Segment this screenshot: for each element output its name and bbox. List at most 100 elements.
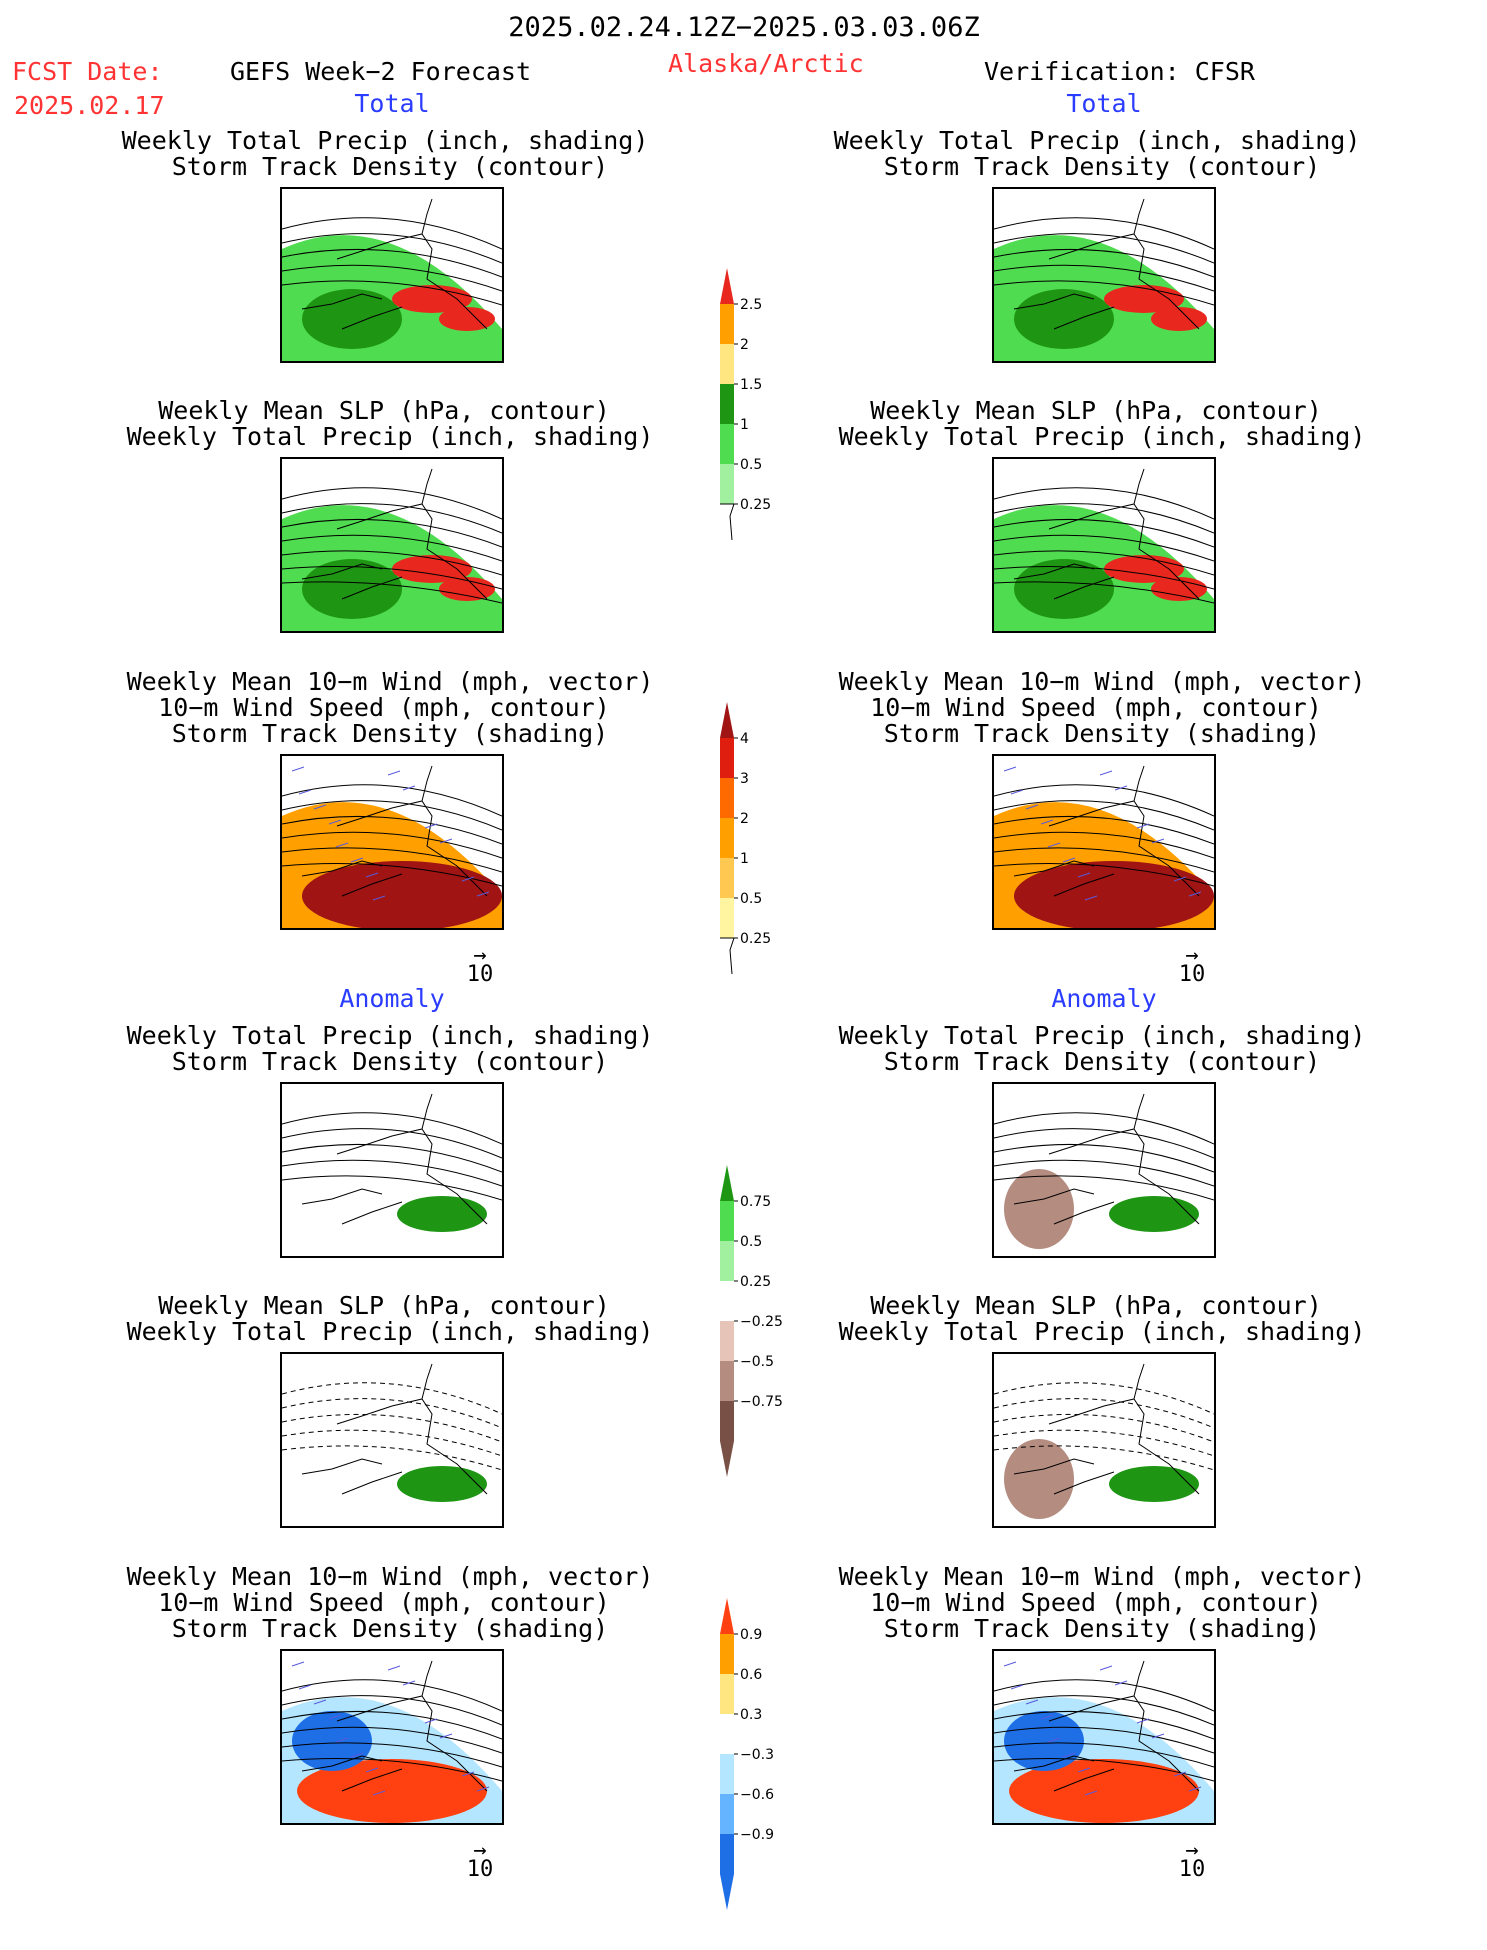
wind-vector [1062,1752,1076,1758]
map-precip-storm-total-right [992,187,1216,363]
colorbar-tick-label: −0.9 [740,1827,774,1843]
colorbar-tick-label: −0.6 [740,1787,774,1803]
contour-line [994,847,1214,873]
title-r6-right-c: Storm Track Density (shading) [883,1614,1321,1643]
colorbar-tick-label: 3 [740,771,749,787]
shading-region [397,1196,487,1232]
map-slp-precip-anom-left [280,1352,504,1528]
wind-vector [350,857,364,863]
shading-region [1004,1169,1074,1249]
contour-line [994,1711,1214,1740]
contour-line [282,1382,502,1415]
wind-vector [461,1771,475,1777]
colorbar-tick-label: 0.75 [740,1194,771,1210]
colorbar-tick-label: −0.3 [740,1747,774,1763]
contour-line [282,1398,502,1429]
colorbar-box [720,1714,734,1754]
colorbar-tip [720,937,735,975]
map-wind-storm-total-right [992,754,1216,930]
wind-vector [1077,1767,1091,1773]
coastline-outline [301,1093,488,1225]
wind-vector [291,1661,305,1667]
map-svg [282,468,502,631]
wind-vector [387,770,401,776]
contour-line [282,863,502,887]
title-r3-right-a: Weekly Mean 10−m Wind (mph, vector) [838,667,1366,696]
contour-line [994,581,1214,604]
map-slp-precip-total-left [280,457,504,633]
shading-region [1004,1711,1084,1771]
colorbar-tick-label: 1 [740,851,749,867]
fcst-label: FCST Date: [12,57,163,86]
vector-ref-label: 10 [466,1857,494,1882]
contour-line [282,487,502,520]
map-svg [282,1363,502,1502]
contour-line [994,1144,1214,1173]
title-r1-left-a: Weekly Total Precip (inch, shading) [121,126,649,155]
wind-vector [291,766,305,772]
title-r2-right-a: Weekly Mean SLP (hPa, contour) [870,396,1322,425]
title-r1-right-b: Storm Track Density (contour) [883,152,1321,181]
contour-line [994,519,1214,548]
contour-line [994,487,1214,520]
contour-line [994,1159,1214,1187]
contour-line [282,847,502,873]
colorbar-tick-label: 0.5 [740,891,762,907]
wind-vector [1114,785,1128,791]
colorbar-storm-anom: 0.9 0.6 0.3 −0.3 −0.6 −0.9 [720,1598,820,1950]
contour-line [282,1429,502,1457]
section-anomaly-left: Anomaly [339,984,445,1013]
colorbar-tick-label: 0.3 [740,1707,762,1723]
vector-ref-r6-right: → 10 [1172,1838,1212,1882]
map-svg [994,1363,1214,1519]
wind-vector [402,785,416,791]
coastline-outline [1013,1363,1200,1495]
map-svg [994,1093,1214,1249]
contour-line [994,1112,1214,1145]
contour-line [282,1695,502,1726]
title-r2-right-b: Weekly Total Precip (inch, shading) [838,422,1366,451]
wind-vector [1084,895,1098,901]
coastline-outline [1013,198,1200,330]
shading-region [397,1466,487,1502]
title-r5-right-a: Weekly Mean SLP (hPa, contour) [870,1291,1322,1320]
map-precip-storm-total-left [280,187,504,363]
wind-vector [298,789,312,795]
colorbar-tick-label: 2 [740,811,749,827]
contour-line [282,581,502,604]
contour-line [282,1112,502,1145]
contour-line [282,566,502,590]
colorbar-box [720,778,734,818]
arrow-right-icon: → [1185,1838,1199,1863]
title-r6-left-b: 10−m Wind Speed (mph, contour) [158,1588,610,1617]
vector-ref-label: 10 [1178,1857,1206,1882]
contour-line [282,831,502,859]
wind-vector [328,819,342,825]
coastline-outline [1013,1093,1200,1225]
contour-line [994,1429,1214,1457]
colorbar-box [720,1165,734,1201]
wind-vector [335,842,349,848]
colorbar-tick-label: 4 [740,731,749,747]
shading-region [439,307,495,331]
colorbar-svg: 0.75 0.5 0.25 −0.25 −0.5 −0.75 [720,1165,783,1477]
shading-region [1109,1466,1199,1502]
region-title: Alaska/Arctic [668,49,864,78]
colorbar-svg: 2.5 2 1.5 1 0.5 0.25 [720,268,771,541]
title-r5-right-b: Weekly Total Precip (inch, shading) [838,1317,1366,1346]
contour-line [994,264,1214,292]
colorbar-box [720,858,734,898]
map-slp-precip-anom-right [992,1352,1216,1528]
coastline-outline [301,1363,488,1495]
contour-line [282,1128,502,1159]
wind-vector [1136,1718,1150,1724]
wind-vector [461,876,475,882]
arrow-right-icon: → [473,943,487,968]
title-r4-left-b: Storm Track Density (contour) [171,1047,609,1076]
section-total-left: Total [354,89,430,118]
map-svg [994,468,1214,631]
map-svg [282,1660,502,1823]
map-svg [994,1660,1214,1823]
wind-vector [1040,1714,1054,1720]
vector-ref-r3-left: → 10 [460,943,500,986]
